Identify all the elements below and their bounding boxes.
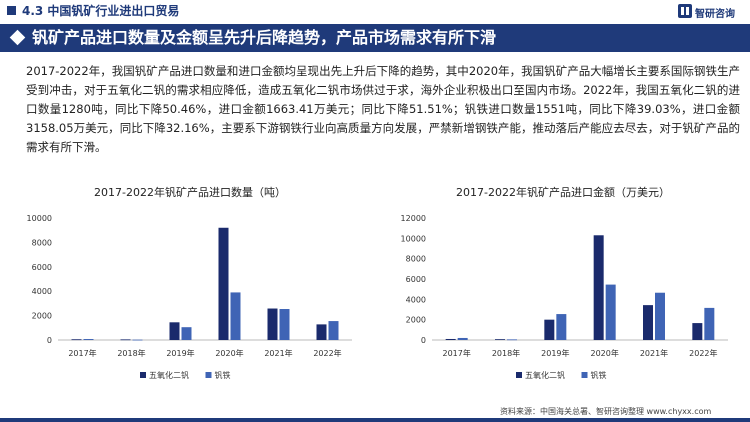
bar-ferrovanadium [328,321,339,340]
bar-vanadium-pentoxide [445,338,456,340]
y-tick-label: 2000 [406,316,426,325]
y-tick-label: 2000 [32,312,52,321]
x-tick-label: 2019年 [166,348,194,358]
section-title: 4.3 中国钒矿行业进出口贸易 [22,4,180,18]
bar-ferrovanadium [556,314,567,340]
legend-swatch [205,372,212,378]
legend-label: 钒铁 [591,370,607,380]
import-volume-chart-svg: 2017-2022年钒矿产品进口数量（吨） 0 2000 4000 6000 8000 10… [27,185,352,380]
section-marker-icon [7,6,16,15]
x-tick-label: 2020年 [215,348,243,358]
legend-swatch [516,372,522,378]
x-tick-label: 2018年 [492,348,520,358]
import-value-chart: 2017-2022年钒矿产品进口金额（万美元） 0 2000 4000 6000 8000… [388,180,738,400]
chart-title: 2017-2022年钒矿产品进口金额（万美元） [456,185,670,199]
x-tick-label: 2017年 [442,348,470,358]
bar-vanadium-pentoxide [267,308,278,340]
brand-logo-icon [678,4,692,18]
chart-title: 2017-2022年钒矿产品进口数量（吨） [94,185,286,199]
bar-vanadium-pentoxide [593,235,604,340]
brand-logo-text: 智研咨询 [695,9,735,20]
x-tick-label: 2022年 [313,348,341,358]
y-tick-label: 10000 [27,214,52,223]
bar-ferrovanadium [132,339,143,341]
bar-vanadium-pentoxide [71,339,82,341]
headline-title: 钒矿产品进口数量及金额呈先升后降趋势，产品市场需求有所下滑 [32,28,497,47]
bar-ferrovanadium [457,337,468,340]
bar-vanadium-pentoxide [544,319,555,340]
diamond-icon [9,29,26,46]
y-tick-label: 0 [47,336,52,345]
y-tick-label: 8000 [406,255,426,264]
x-tick-label: 2021年 [640,348,668,358]
bar-vanadium-pentoxide [169,322,180,340]
bar-ferrovanadium [605,284,616,340]
x-tick-label: 2019年 [541,348,569,358]
x-tick-label: 2018年 [117,348,145,358]
y-tick-label: 4000 [406,295,426,304]
bar-vanadium-pentoxide [120,339,131,341]
bar-vanadium-pentoxide [218,227,229,340]
x-tick-label: 2021年 [264,348,292,358]
import-volume-chart: 2017-2022年钒矿产品进口数量（吨） 0 2000 4000 6000 8000 10… [22,180,362,400]
y-tick-label: 6000 [406,275,426,284]
y-tick-label: 4000 [32,287,52,296]
bar-vanadium-pentoxide [316,324,327,340]
bar-ferrovanadium [704,307,715,340]
bottom-rule [0,418,750,422]
bar-ferrovanadium [279,309,290,340]
summary-paragraph: 2017-2022年，我国钒矿产品进口数量和进口金额均呈现出先上升后下降的趋势，… [26,64,740,154]
legend-label: 五氧化二钒 [525,370,565,380]
bar-vanadium-pentoxide [495,339,505,340]
y-tick-label: 6000 [32,263,52,272]
top-bar: 4.3 中国钒矿行业进出口贸易 智研咨询 [0,0,750,22]
bar-ferrovanadium [181,327,192,340]
bar-vanadium-pentoxide [643,305,653,340]
bar-ferrovanadium [230,292,241,340]
headline-banner: 钒矿产品进口数量及金额呈先升后降趋势，产品市场需求有所下滑 [0,24,750,52]
legend-label: 五氧化二钒 [149,370,189,380]
y-tick-label: 10000 [401,234,426,243]
y-tick-label: 0 [421,336,426,345]
y-tick-label: 8000 [32,238,52,247]
source-note: 资料来源：中国海关总署、智研咨询整理 www.chyxx.com [500,407,712,416]
bar-ferrovanadium [83,339,94,340]
legend-swatch [581,372,588,378]
bar-ferrovanadium [655,292,665,340]
y-tick-label: 12000 [401,214,426,223]
import-value-chart-svg: 2017-2022年钒矿产品进口金额（万美元） 0 2000 4000 6000 8000… [401,185,728,380]
bar-vanadium-pentoxide [692,323,703,340]
legend-swatch [140,372,146,378]
x-tick-label: 2017年 [68,348,96,358]
legend-label: 钒铁 [215,370,231,380]
x-tick-label: 2022年 [689,348,717,358]
x-tick-label: 2020年 [590,348,618,358]
bar-ferrovanadium [507,339,517,341]
